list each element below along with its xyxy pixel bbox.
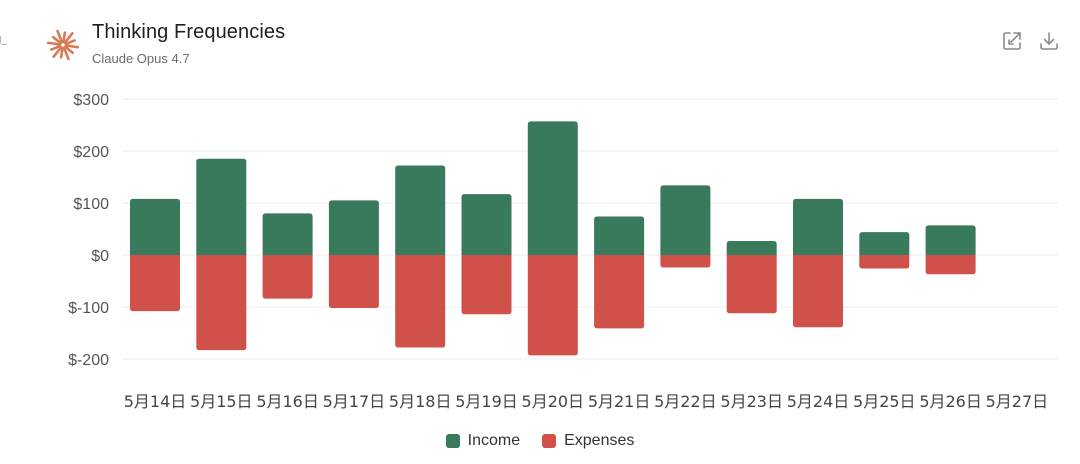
bar-expenses (395, 255, 446, 348)
y-tick-label: $0 (91, 248, 109, 265)
legend-label-expenses: Expenses (564, 432, 635, 449)
y-tick-label: $-100 (68, 300, 109, 317)
bar-expenses (328, 255, 379, 309)
x-tick-label: 5月24日 (787, 392, 850, 411)
bar-expenses (461, 255, 512, 315)
bar-income (793, 198, 843, 255)
bar-expenses (196, 255, 247, 351)
legend-swatch-expenses (542, 434, 557, 448)
bar-income (130, 198, 180, 255)
model-subtitle: Claude Opus 4.7 (92, 51, 190, 66)
sparkle-logo-icon (46, 28, 80, 62)
bar-expenses (262, 255, 313, 299)
bar-income (262, 213, 313, 255)
bar-income (660, 185, 711, 255)
y-tick-label: $200 (73, 144, 109, 161)
bar-expenses (527, 255, 578, 356)
chart-title: Thinking Frequencies (92, 21, 286, 43)
x-tick-label: 5月20日 (522, 392, 585, 411)
bar-income (859, 232, 910, 255)
bar-income (328, 200, 379, 255)
x-tick-label: 5月17日 (323, 392, 386, 411)
bar-expenses (726, 255, 777, 314)
bar-income (395, 165, 446, 255)
x-tick-label: 5月22日 (654, 392, 717, 411)
x-tick-label: 5月16日 (256, 392, 319, 411)
bar-expenses (594, 255, 645, 329)
x-tick-label: 5月19日 (455, 392, 518, 411)
y-tick-label: $300 (73, 92, 109, 109)
left-edge-mark (0, 36, 7, 45)
bar-expenses (130, 255, 180, 312)
legend-label-income: Income (467, 432, 521, 449)
bar-expenses (793, 255, 843, 328)
x-tick-label: 5月18日 (389, 392, 452, 411)
bar-income (594, 216, 645, 255)
legend-item-income[interactable]: Income (445, 432, 521, 450)
x-tick-label: 5月15日 (190, 392, 253, 411)
download-icon[interactable] (1038, 30, 1060, 52)
legend-item-expenses[interactable]: Expenses (542, 432, 634, 450)
bar-expenses (925, 255, 976, 275)
x-tick-label: 5月26日 (919, 392, 982, 411)
legend-swatch-income (445, 434, 460, 448)
bar-income (925, 225, 976, 255)
x-tick-label: 5月23日 (720, 392, 783, 411)
legend: Income Expenses (0, 432, 1080, 450)
bar-expenses (859, 255, 910, 269)
bar-income (461, 194, 512, 255)
x-tick-label: 5月21日 (588, 392, 651, 411)
expand-icon[interactable] (1001, 30, 1023, 52)
bar-income (726, 240, 777, 255)
x-tick-label: 5月14日 (124, 392, 187, 411)
bar-expenses (660, 255, 711, 268)
y-tick-label: $100 (73, 196, 109, 213)
bar-income (527, 121, 578, 255)
y-tick-label: $-200 (68, 352, 109, 369)
x-tick-label: 5月27日 (986, 392, 1049, 411)
x-tick-label: 5月25日 (853, 392, 916, 411)
bar-income (196, 158, 247, 255)
